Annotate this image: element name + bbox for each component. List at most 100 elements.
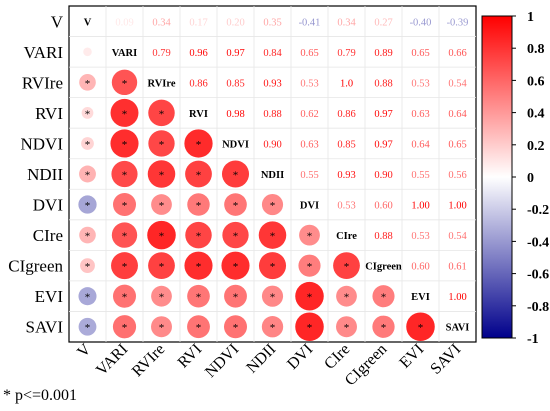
- row-label-v: V: [51, 12, 64, 31]
- cell-value-ndii-savi: 0.56: [448, 170, 466, 181]
- row-label-savi: SAVI: [26, 318, 64, 337]
- cell-value-v-cire: 0.34: [337, 17, 356, 28]
- significance-star: *: [85, 261, 91, 273]
- significance-star: *: [196, 261, 202, 273]
- row-label-cigreen: CIgreen: [8, 257, 63, 276]
- row-label-ndii: NDII: [27, 165, 63, 184]
- significance-star: *: [233, 292, 239, 304]
- matrix-cells: V 0.09 0.34 0.17 0.20 0.35 -0.41 0.34 0.27 -0.40 -…: [78, 17, 469, 341]
- col-label-v: V: [74, 340, 95, 361]
- cell-value-dvi-cigreen: 0.60: [374, 201, 392, 212]
- significance-star: *: [122, 139, 128, 151]
- colorbar-tick-label: -0.2: [527, 203, 549, 218]
- significance-star: *: [307, 261, 313, 273]
- cell-value-v-evi: -0.40: [410, 17, 432, 28]
- cell-value-evi-savi: 1.00: [448, 292, 466, 303]
- significance-star: *: [196, 322, 202, 334]
- cell-value-ndii-cigreen: 0.90: [374, 170, 392, 181]
- colorbar-ticks: 1 0.8 0.6 0.4 0.2 0 -0.2 -0.4 -0.6 -0.8 -1: [512, 10, 549, 347]
- significance-star: *: [233, 170, 239, 182]
- significance-star: *: [196, 170, 202, 182]
- diagonal-label-ndii: NDII: [261, 170, 284, 181]
- significance-star: *: [307, 292, 313, 304]
- cell-value-cigreen-savi: 0.61: [448, 262, 466, 273]
- cell-value-v-cigreen: 0.27: [374, 17, 392, 28]
- cell-value-ndvi-cire: 0.85: [337, 139, 355, 150]
- cell-value-rvire-cire: 1.0: [340, 78, 353, 89]
- cell-value-cigreen-evi: 0.60: [411, 262, 429, 273]
- cell-value-ndvi-evi: 0.64: [411, 139, 430, 150]
- col-label-rvire: RVIre: [129, 341, 168, 380]
- cell-value-ndii-dvi: 0.55: [300, 170, 318, 181]
- significance-star: *: [344, 292, 350, 304]
- diagonal-label-vari: VARI: [112, 48, 137, 59]
- diagonal-label-ndvi: NDVI: [222, 139, 249, 150]
- cell-value-rvire-ndvi: 0.85: [226, 78, 244, 89]
- cell-circle-evi-ndvi: [224, 284, 247, 308]
- cell-circle-ndvi-v: [81, 137, 94, 150]
- cell-circle-ndvi-vari: [110, 129, 139, 158]
- row-label-rvire: RVIre: [22, 73, 63, 92]
- cell-value-v-ndvi: 0.20: [226, 17, 244, 28]
- cell-value-ndvi-ndii: 0.90: [263, 139, 281, 150]
- cell-value-dvi-savi: 1.00: [448, 201, 466, 212]
- diagonal-label-v: V: [84, 17, 92, 28]
- cell-circle-savi-rvi: [187, 315, 210, 339]
- cell-circle-dvi-ndii: [261, 193, 284, 216]
- significance-star: *: [233, 322, 239, 334]
- cell-value-rvi-evi: 0.63: [411, 109, 429, 120]
- diagonal-label-evi: EVI: [411, 292, 430, 303]
- cell-value-vari-rvire: 0.79: [152, 48, 170, 59]
- diagonal-label-cigreen: CIgreen: [365, 262, 402, 273]
- cell-circle-ndii-vari: [111, 160, 138, 188]
- cell-value-rvire-rvi: 0.86: [189, 78, 207, 89]
- significance-star: *: [159, 231, 165, 243]
- cell-value-rvi-ndvi: 0.98: [226, 109, 244, 120]
- colorbar-tick-label: 0: [527, 171, 534, 186]
- significance-star: *: [122, 200, 128, 212]
- col-label-ndii: NDII: [243, 341, 279, 377]
- cell-value-rvire-savi: 0.54: [448, 78, 467, 89]
- cell-circle-evi-v: [78, 287, 97, 306]
- cell-value-v-vari: 0.09: [115, 17, 133, 28]
- cell-circle-dvi-ndvi: [224, 193, 247, 216]
- col-label-rvi: RVI: [175, 341, 206, 372]
- significance-star: *: [159, 322, 165, 334]
- cell-circle-cigreen-rvire: [148, 252, 175, 280]
- cell-value-vari-ndii: 0.84: [263, 48, 282, 59]
- cell-value-v-rvire: 0.34: [152, 17, 171, 28]
- row-label-evi: EVI: [35, 287, 64, 306]
- significance-star: *: [122, 292, 128, 304]
- cell-circle-vari-v: [83, 47, 92, 57]
- significance-star: *: [122, 78, 128, 90]
- cell-circle-cigreen-cire: [333, 252, 360, 280]
- col-label-vari: VARI: [93, 341, 131, 379]
- cell-value-vari-rvi: 0.96: [189, 48, 207, 59]
- row-label-vari: VARI: [24, 43, 64, 62]
- cell-circle-cire-rvi: [185, 221, 212, 249]
- diagonal-label-rvire: RVIre: [147, 78, 175, 89]
- cell-circle-rvi-v: [81, 107, 94, 119]
- cell-circle-rvire-vari: [111, 69, 138, 96]
- significance-star: *: [233, 200, 239, 212]
- plot-frame: [68, 5, 477, 343]
- cell-value-ndvi-savi: 0.65: [448, 139, 466, 150]
- cell-value-ndvi-dvi: 0.63: [300, 139, 318, 150]
- cell-value-vari-savi: 0.66: [448, 48, 466, 59]
- cell-value-ndii-cire: 0.93: [337, 170, 355, 181]
- significance-star: *: [85, 78, 91, 90]
- cell-value-rvire-dvi: 0.53: [300, 78, 318, 89]
- cell-circle-evi-rvi: [187, 284, 210, 308]
- col-label-dvi: DVI: [284, 341, 316, 373]
- row-label-rvi: RVI: [35, 104, 63, 123]
- diagonal-label-dvi: DVI: [300, 201, 319, 212]
- cell-circle-evi-cigreen: [372, 285, 395, 308]
- colorbar: [481, 15, 513, 339]
- significance-star: *: [85, 170, 91, 182]
- significance-star: *: [233, 231, 239, 243]
- colorbar-tick-label: 0.6: [527, 74, 545, 89]
- cell-circle-savi-dvi: [295, 312, 324, 341]
- cell-circle-ndii-v: [79, 165, 96, 183]
- significance-star: *: [270, 261, 276, 273]
